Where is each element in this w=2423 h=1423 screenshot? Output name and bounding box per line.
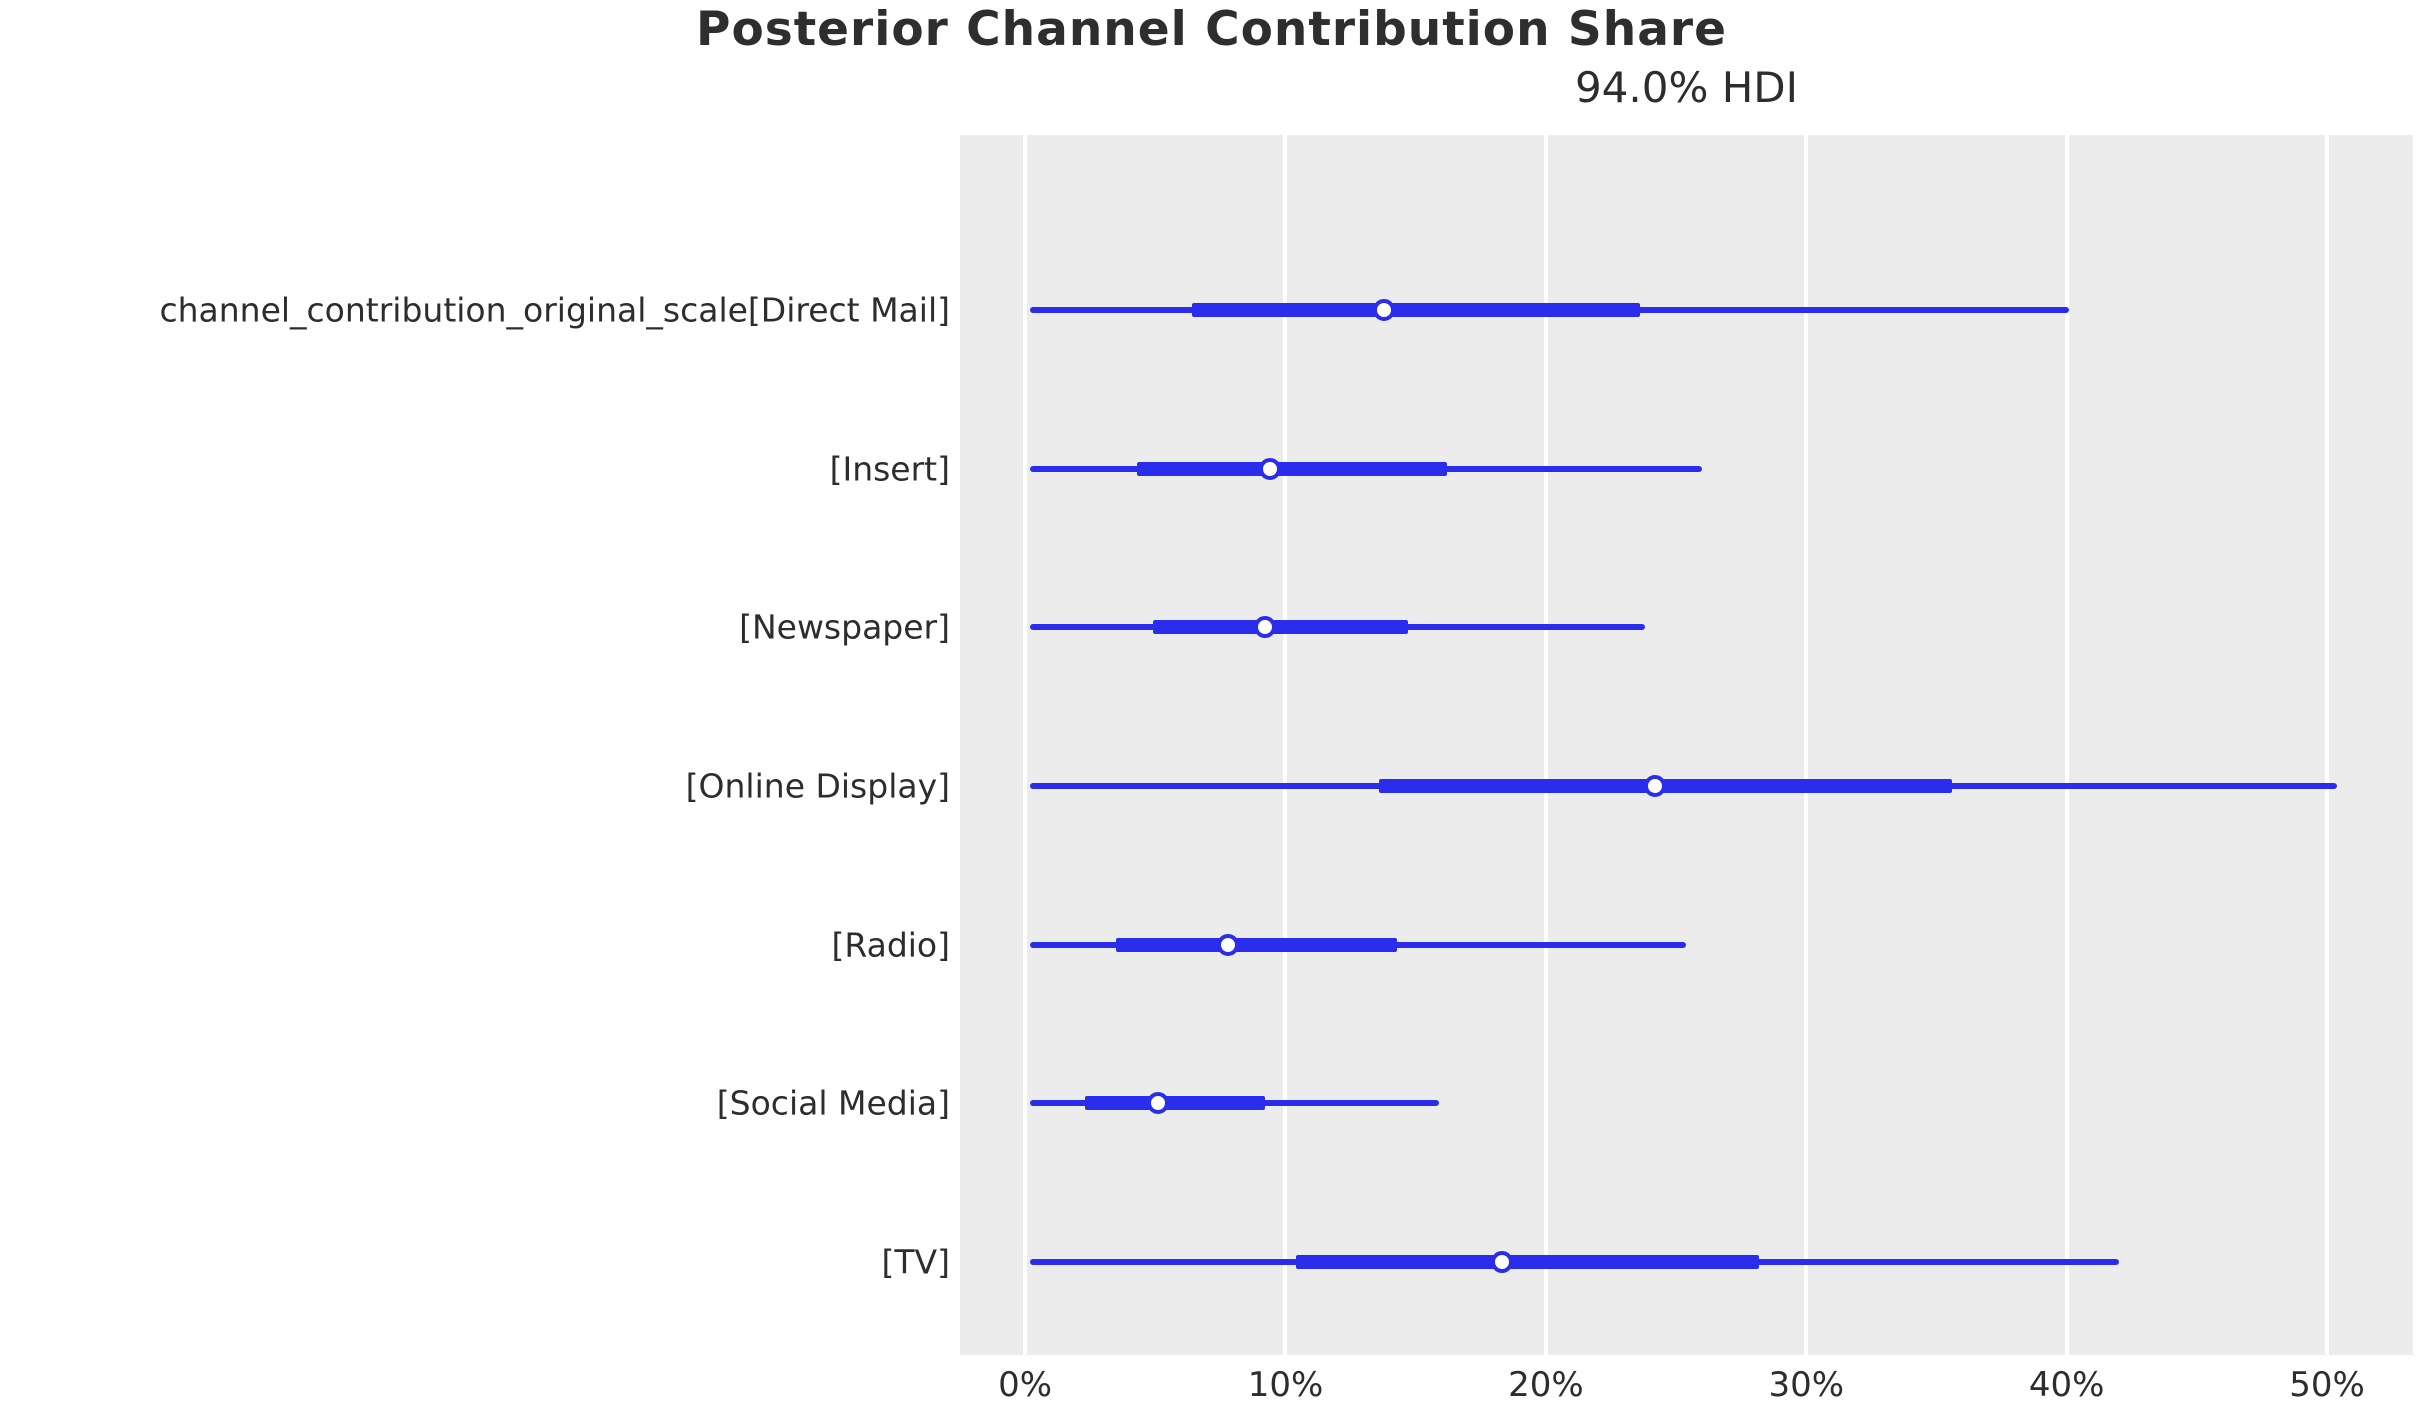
median-marker [1146,1092,1169,1115]
gridline-0 [1023,135,1028,1355]
y-axis-label: [Insert] [829,449,950,489]
median-marker [1253,616,1276,639]
y-axis-label: [Radio] [831,925,950,965]
x-axis-tick-label: 20% [1508,1365,1584,1405]
x-axis-tick-label: 50% [2289,1365,2365,1405]
gridline-10 [1283,135,1288,1355]
gridline-30 [1804,135,1809,1355]
x-axis-tick-label: 30% [1768,1365,1845,1405]
y-axis-label: [Newspaper] [739,607,950,647]
iqr-line [1137,461,1447,476]
x-axis-tick-label: 10% [1247,1365,1324,1405]
median-marker [1490,1250,1513,1273]
x-axis-tick-label: 0% [998,1365,1053,1405]
gridline-20 [1543,135,1548,1355]
y-axis-label: [Online Display] [685,766,950,806]
median-marker [1644,774,1667,797]
figure-title: Posterior Channel Contribution Share [696,2,1727,57]
hdi-subtitle: 94.0% HDI [1574,63,1799,112]
y-axis-label: channel_contribution_original_scale[Dire… [159,290,950,330]
median-marker [1217,933,1240,956]
median-marker [1373,299,1396,321]
iqr-line [1084,1096,1265,1111]
x-axis-tick-label: 40% [2028,1365,2105,1405]
iqr-line [1295,1254,1760,1269]
iqr-line [1116,937,1398,952]
iqr-line [1191,303,1640,317]
gridline-50 [2325,135,2330,1355]
iqr-line [1152,620,1408,635]
gridline-40 [2064,135,2069,1355]
plot-area [960,135,2413,1355]
median-marker [1258,457,1281,480]
y-axis-label: [TV] [881,1242,950,1282]
y-axis-label: [Social Media] [716,1083,950,1123]
